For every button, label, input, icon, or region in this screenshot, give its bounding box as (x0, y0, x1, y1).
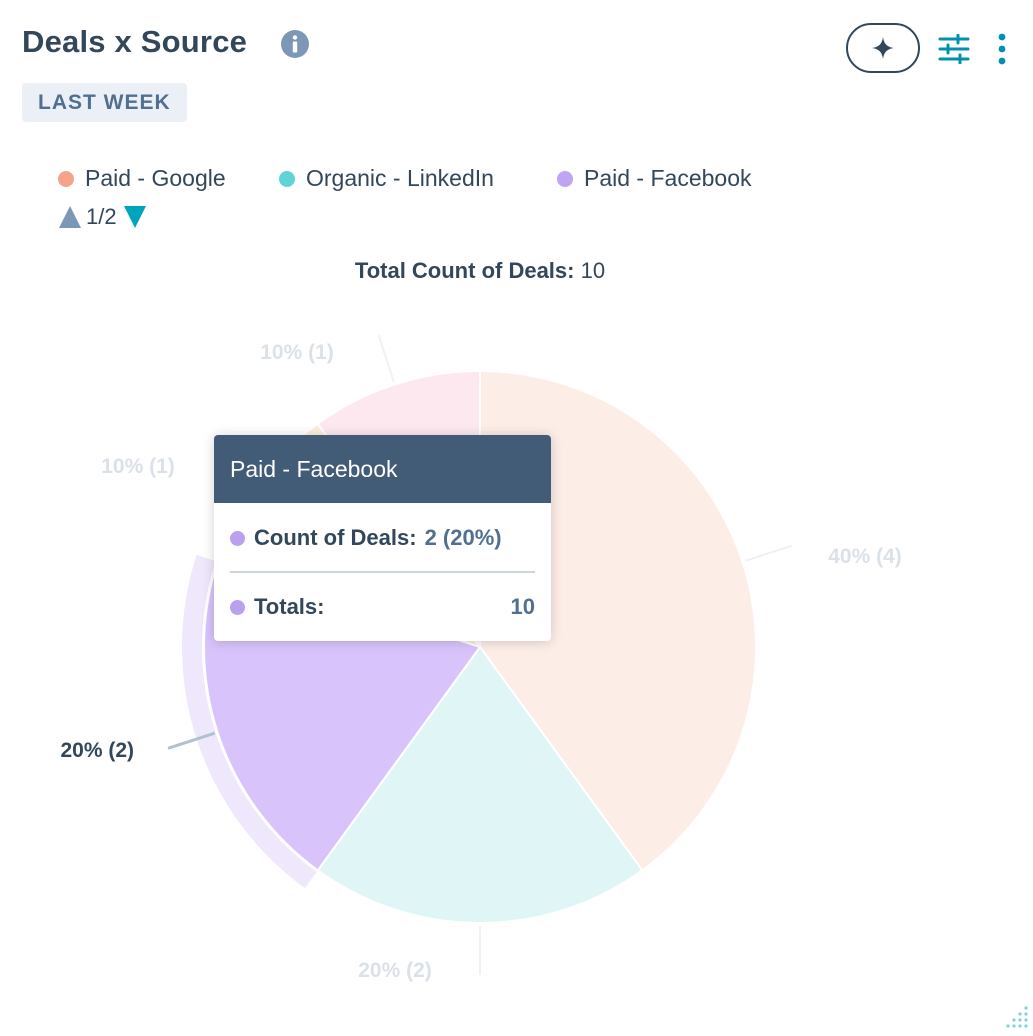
pie-slice-halo (182, 554, 317, 889)
data-label-connector (167, 731, 216, 750)
legend-pager: 1/2 (58, 203, 147, 231)
data-label: 10% (1) (101, 455, 175, 478)
tooltip-dot (230, 599, 245, 615)
resize-grip-icon[interactable] (1001, 1004, 1029, 1032)
tooltip-row-value: 10 (510, 594, 535, 619)
legend-dot (279, 170, 295, 187)
data-label: 40% (4) (828, 545, 902, 568)
data-label-connector (745, 544, 793, 562)
page-up-icon[interactable] (58, 205, 82, 229)
legend-label: Paid - Google (85, 165, 226, 191)
sparkle-icon (872, 37, 894, 59)
total-count-value: 10 (580, 258, 606, 283)
tooltip-row-label: Totals: (254, 594, 325, 619)
data-label: 20% (2) (358, 959, 432, 982)
legend-page-indicator: 1/2 (86, 204, 117, 229)
tooltip-row-totals: Totals: 10 (230, 590, 535, 624)
legend-dot (58, 170, 74, 187)
pie-slice-organic-linkedin[interactable] (316, 645, 644, 925)
tooltip-row-label: Count of Deals: (254, 525, 417, 550)
vertical-ellipsis-icon[interactable] (992, 32, 1012, 66)
chart-title: Deals x Source (22, 24, 248, 59)
chart-tooltip: Paid - Facebook Count of Deals: 2 (20%) … (214, 435, 551, 641)
tooltip-row-count: Count of Deals: 2 (20%) (230, 521, 535, 555)
tooltip-row-value: 2 (20%) (424, 525, 502, 550)
legend-label: Organic - LinkedIn (306, 165, 494, 191)
total-count-label: Total Count of Deals: (354, 258, 575, 283)
data-label: 20% (2) (60, 739, 134, 762)
legend-dot (557, 170, 573, 187)
total-count: Total Count of Deals: 10 (0, 258, 960, 284)
tooltip-divider (230, 571, 535, 573)
data-label: 10% (1) (260, 341, 334, 364)
legend-label: Paid - Facebook (584, 165, 752, 191)
info-icon[interactable] (280, 29, 310, 59)
date-range-badge[interactable]: LAST WEEK (22, 83, 187, 122)
sliders-icon[interactable] (938, 34, 970, 64)
ai-assist-button[interactable] (846, 23, 920, 73)
data-label-connector (377, 334, 395, 382)
tooltip-dot (230, 530, 245, 546)
legend-item-paid-google[interactable]: Paid - Google (58, 165, 226, 192)
tooltip-title: Paid - Facebook (214, 435, 551, 503)
page-down-icon[interactable] (123, 205, 147, 229)
legend-item-organic-linkedin[interactable]: Organic - LinkedIn (279, 165, 494, 192)
legend-item-paid-facebook[interactable]: Paid - Facebook (557, 165, 751, 192)
